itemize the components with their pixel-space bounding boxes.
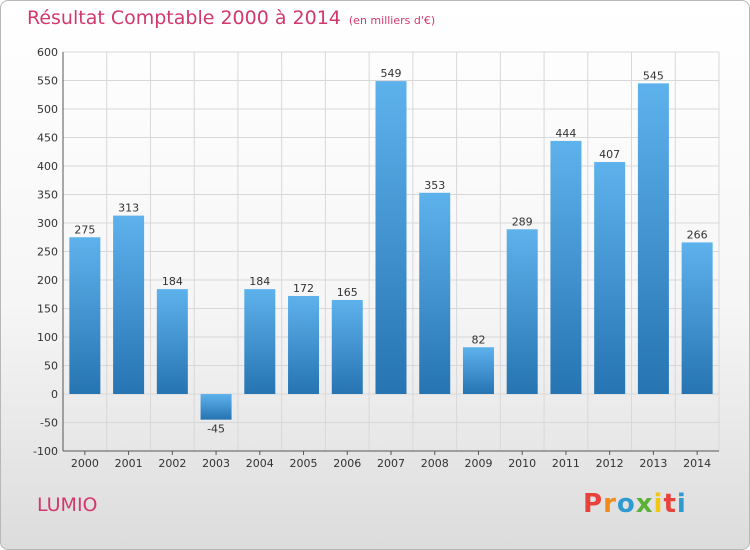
bar-value-label: 184	[249, 275, 270, 288]
chart-title-text: Résultat Comptable 2000 à 2014	[27, 7, 341, 29]
y-tick-label: 50	[44, 360, 58, 373]
logo-letter: x	[635, 489, 654, 519]
bar	[156, 289, 188, 394]
y-tick-label: -100	[33, 445, 58, 458]
y-tick-label: -50	[40, 417, 58, 430]
logo-letter: r	[603, 489, 617, 519]
x-tick-label: 2005	[290, 457, 318, 470]
bar	[419, 192, 451, 394]
y-tick-label: 350	[37, 189, 58, 202]
x-tick-label: 2006	[333, 457, 361, 470]
bar	[594, 162, 626, 394]
y-tick-label: 300	[37, 217, 58, 230]
bar	[375, 81, 407, 394]
x-tick-label: 2004	[246, 457, 274, 470]
bar-value-label: 545	[643, 69, 664, 82]
x-tick-label: 2007	[377, 457, 405, 470]
x-tick-label: 2011	[552, 457, 580, 470]
bar	[69, 237, 101, 394]
y-tick-label: 500	[37, 103, 58, 116]
x-tick-label: 2000	[71, 457, 99, 470]
x-tick-label: 2001	[115, 457, 143, 470]
y-tick-label: 200	[37, 274, 58, 287]
bar-value-label: 165	[337, 286, 358, 299]
y-tick-label: 250	[37, 246, 58, 259]
bar	[200, 394, 232, 420]
y-tick-label: 0	[51, 388, 58, 401]
bar	[331, 299, 363, 394]
bar	[637, 83, 669, 394]
bar-value-label: 82	[471, 333, 485, 346]
bar	[462, 347, 494, 394]
bar	[244, 289, 276, 394]
bar	[113, 215, 145, 394]
x-tick-label: 2013	[639, 457, 667, 470]
chart-subtitle: (en milliers d'€)	[348, 14, 436, 27]
bar	[506, 229, 538, 394]
bar-value-label: 275	[74, 223, 95, 236]
x-tick-label: 2010	[508, 457, 536, 470]
x-tick-label: 2014	[683, 457, 711, 470]
x-tick-label: 2009	[464, 457, 492, 470]
x-tick-label: 2012	[596, 457, 624, 470]
bar-value-label: 444	[555, 127, 576, 140]
bar-value-label: 353	[424, 179, 445, 192]
logo-letter: o	[616, 489, 636, 519]
bar-value-label: 172	[293, 282, 314, 295]
bar-value-label: 407	[599, 148, 620, 161]
y-tick-label: 400	[37, 160, 58, 173]
logo-letter: i	[653, 489, 664, 519]
logo-letter: t	[663, 489, 677, 519]
logo-letter: i	[676, 489, 687, 519]
place-name: LUMIO	[37, 494, 98, 516]
x-tick-label: 2002	[158, 457, 186, 470]
bar	[288, 295, 320, 394]
bar	[681, 242, 713, 394]
axis-layer: -100 -50 0 50 100 150 200 250 300 350 400 450 500 550…	[33, 46, 719, 470]
y-tick-label: 100	[37, 331, 58, 344]
logo-letter: P	[583, 489, 604, 519]
x-tick-label: 2003	[202, 457, 230, 470]
y-tick-label: 450	[37, 132, 58, 145]
bar-value-label: 266	[687, 228, 708, 241]
bar-value-label: 549	[381, 67, 402, 80]
y-tick-label: 600	[37, 46, 58, 59]
bar-value-label: 289	[512, 215, 533, 228]
y-tick-label: 150	[37, 303, 58, 316]
bar-layer: 275 313 184 -45 184 172 165 549 353 82 289 444 407 54…	[69, 67, 713, 436]
proxiti-logo[interactable]: Proxiti	[583, 489, 687, 519]
x-tick-label: 2008	[421, 457, 449, 470]
bar-value-label: 184	[162, 275, 183, 288]
bar-value-label: 313	[118, 202, 139, 215]
chart-title: Résultat Comptable 2000 à 2014 (en millie…	[27, 7, 435, 29]
y-tick-label: 550	[37, 75, 58, 88]
bar	[550, 140, 582, 394]
bar-value-label: -45	[207, 423, 225, 436]
